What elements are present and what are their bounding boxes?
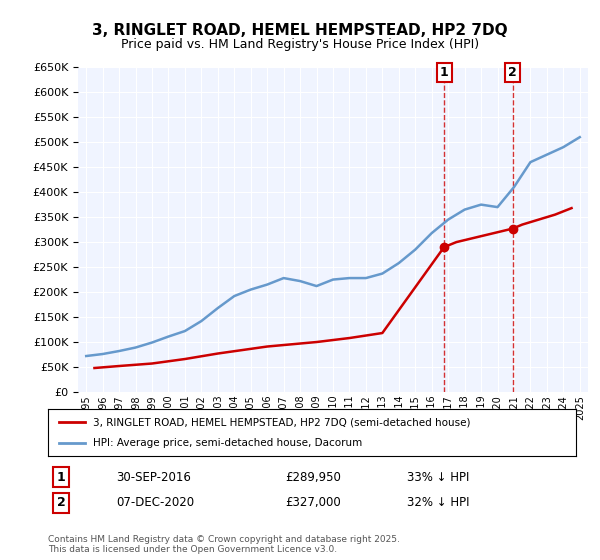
Text: 3, RINGLET ROAD, HEMEL HEMPSTEAD, HP2 7DQ: 3, RINGLET ROAD, HEMEL HEMPSTEAD, HP2 7D… [92, 24, 508, 38]
Text: £289,950: £289,950 [286, 470, 341, 484]
Text: 1: 1 [440, 66, 448, 79]
Text: 30-SEP-2016: 30-SEP-2016 [116, 470, 191, 484]
Text: 3, RINGLET ROAD, HEMEL HEMPSTEAD, HP2 7DQ (semi-detached house): 3, RINGLET ROAD, HEMEL HEMPSTEAD, HP2 7D… [93, 417, 470, 427]
Text: 32% ↓ HPI: 32% ↓ HPI [407, 496, 470, 510]
Text: 2: 2 [57, 496, 65, 510]
Text: Price paid vs. HM Land Registry's House Price Index (HPI): Price paid vs. HM Land Registry's House … [121, 38, 479, 52]
Text: HPI: Average price, semi-detached house, Dacorum: HPI: Average price, semi-detached house,… [93, 438, 362, 448]
Text: 1: 1 [57, 470, 65, 484]
Text: 33% ↓ HPI: 33% ↓ HPI [407, 470, 469, 484]
Text: 2: 2 [508, 66, 517, 79]
Text: £327,000: £327,000 [286, 496, 341, 510]
Text: Contains HM Land Registry data © Crown copyright and database right 2025.
This d: Contains HM Land Registry data © Crown c… [48, 535, 400, 554]
Text: 07-DEC-2020: 07-DEC-2020 [116, 496, 195, 510]
